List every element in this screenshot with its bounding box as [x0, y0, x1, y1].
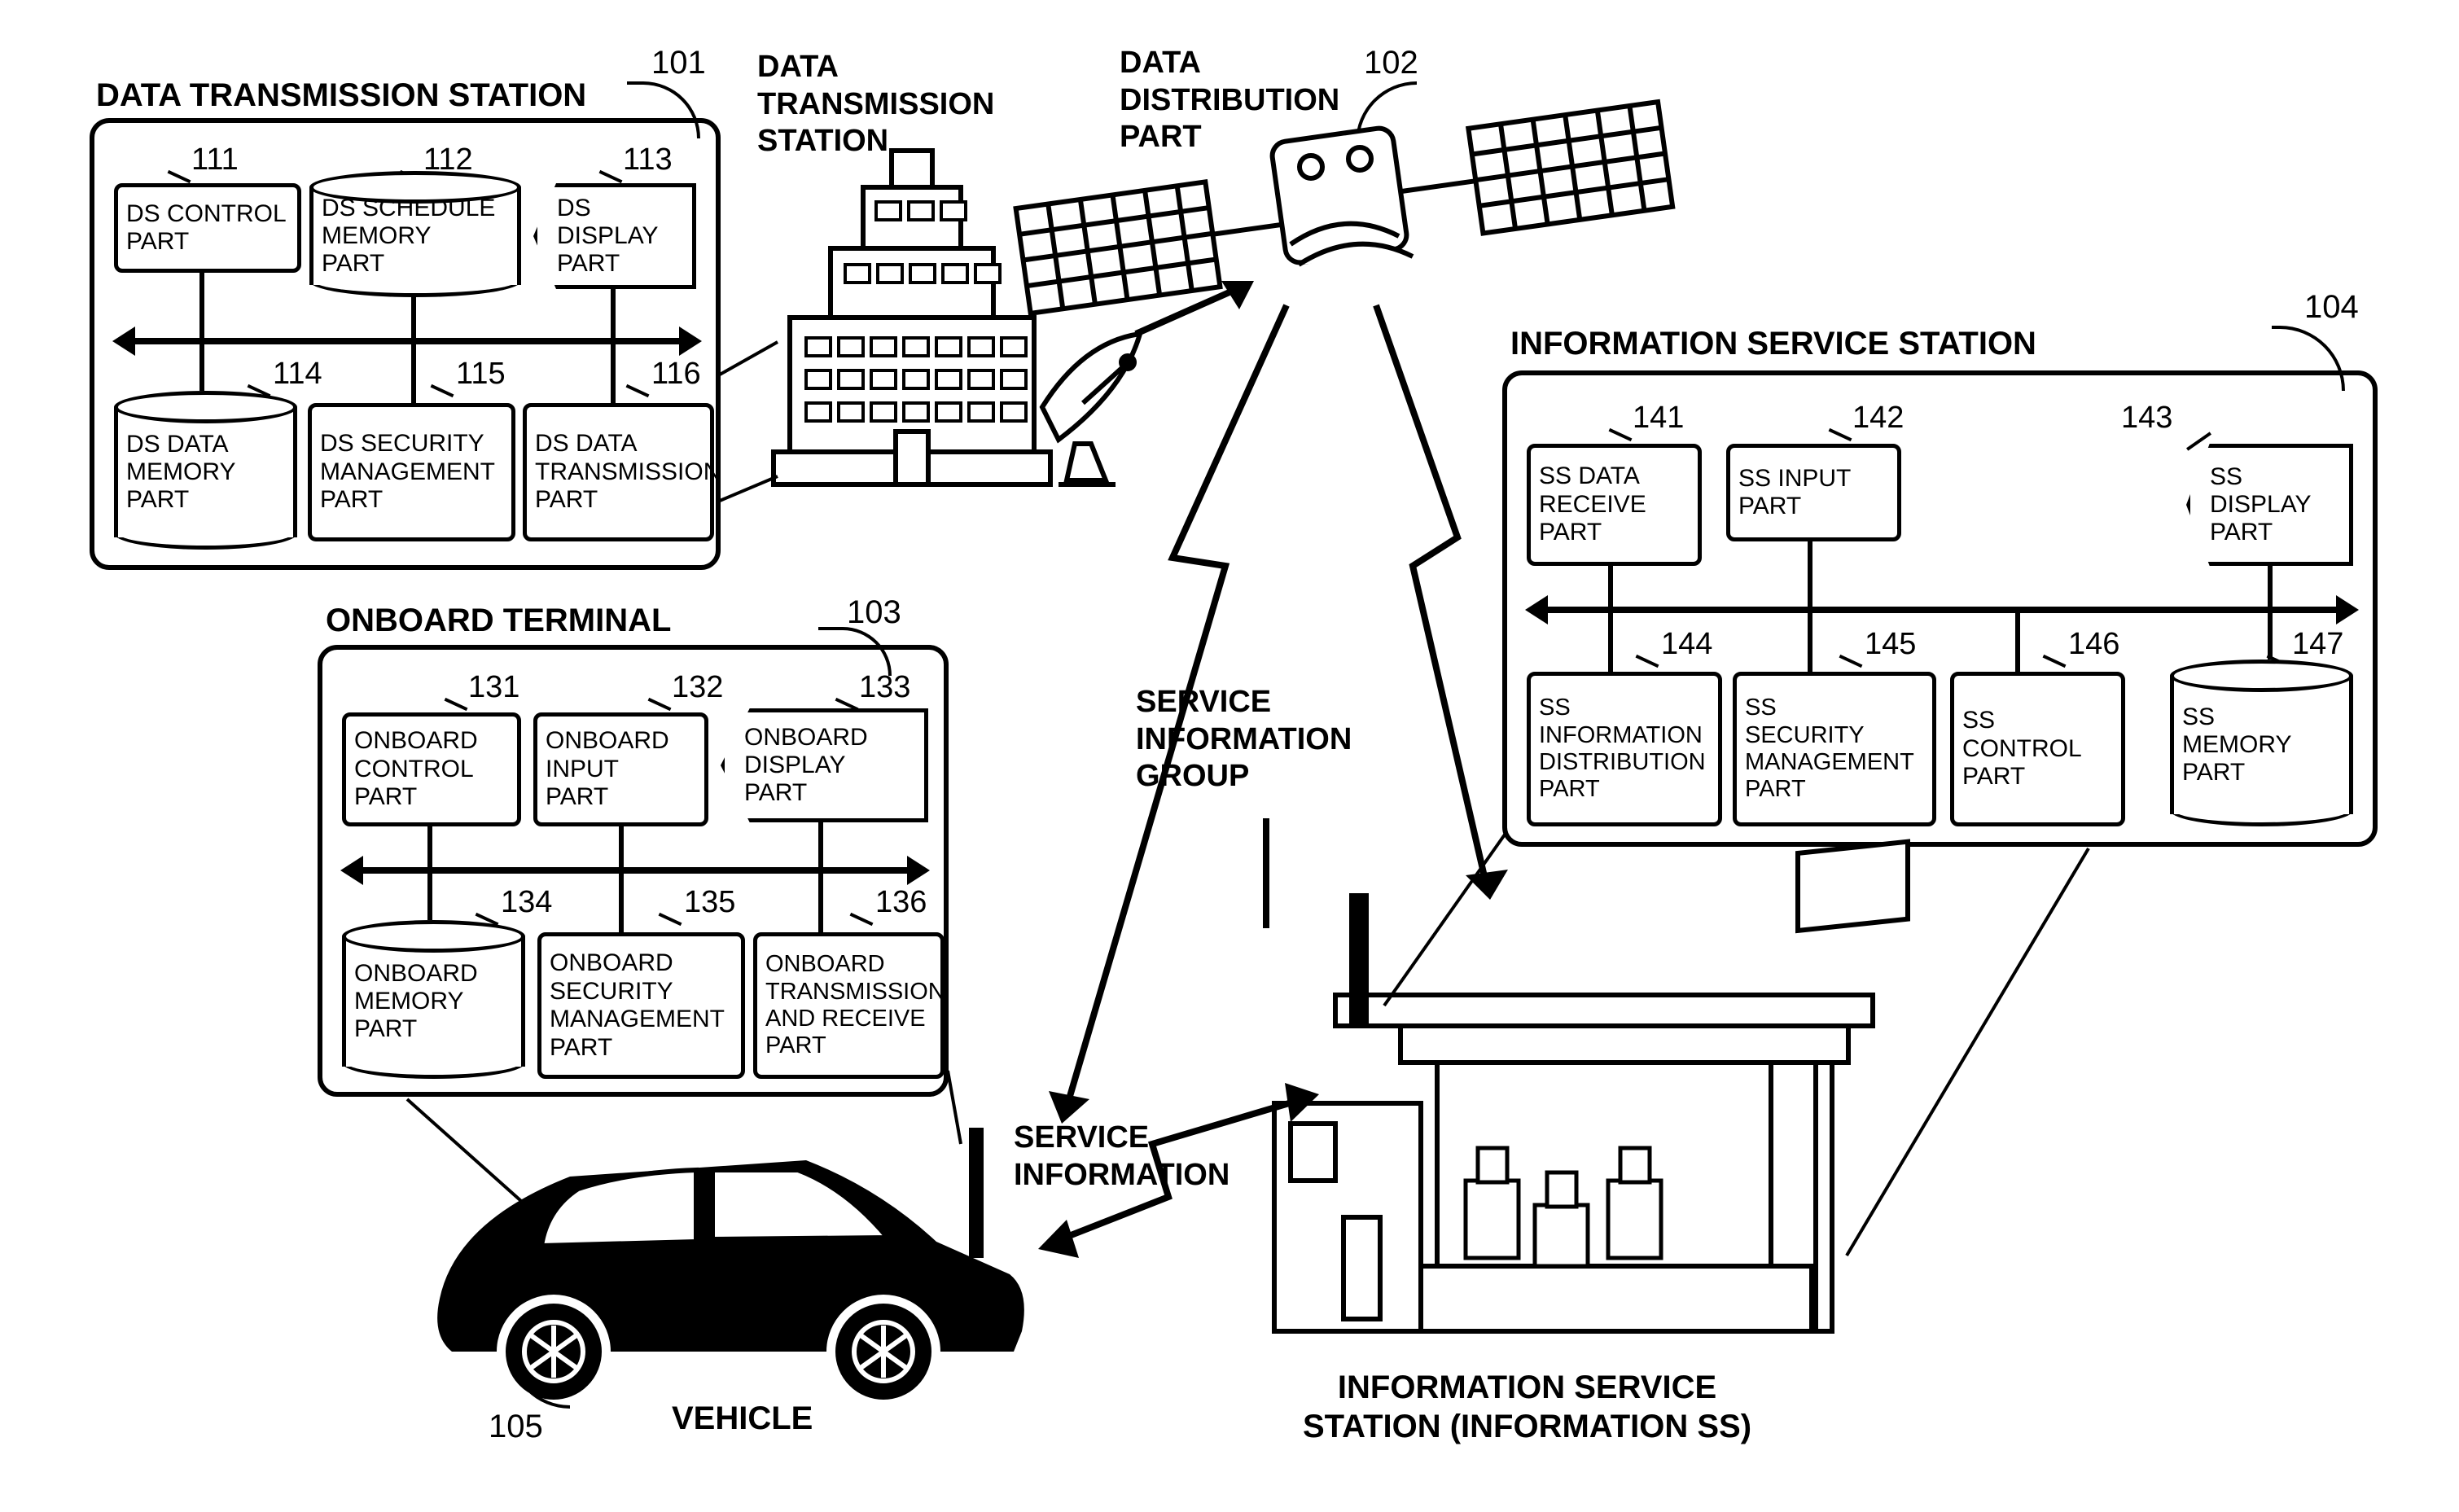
cyl-147: SS MEMORY PART [2170, 660, 2353, 826]
cyl-134-text: ONBOARD MEMORY PART [354, 960, 513, 1043]
ref-142: 142 [1852, 401, 1904, 436]
veh-ref: 105 [489, 1409, 543, 1445]
iss-ref: 104 [2304, 289, 2359, 326]
tap-136b [818, 867, 823, 932]
iss-icon-label: INFORMATION SERVICE STATION (INFORMATION… [1303, 1368, 1751, 1446]
tap-114b [199, 338, 204, 391]
ref-145: 145 [1865, 627, 1916, 662]
box-132: ONBOARD INPUT PART [533, 712, 708, 826]
tap-134b [427, 867, 432, 920]
box-146: SS CONTROL PART [1950, 672, 2125, 826]
ref-144: 144 [1661, 627, 1712, 662]
box-116: DS DATA TRANSMISSION PART [523, 403, 714, 541]
tap-143t [2268, 566, 2273, 607]
dts-icon-title: DATA TRANSMISSION STATION [757, 49, 994, 160]
veh-label: VEHICLE [672, 1400, 813, 1437]
ref-111: 111 [191, 142, 239, 177]
disp-133: ONBOARD DISPLAY PART [721, 708, 928, 822]
box-142: SS INPUT PART [1726, 444, 1901, 541]
tap-147b [2268, 607, 2273, 660]
sat-ref-lead [1356, 81, 1417, 171]
ref-136: 136 [875, 885, 927, 920]
tap-112t [411, 293, 416, 338]
ref-115: 115 [456, 357, 506, 392]
iss-ref-lead [2272, 326, 2345, 391]
obt-ref: 103 [847, 594, 901, 631]
box-115: DS SECURITY MANAGEMENT PART [308, 403, 515, 541]
tap-131t [427, 826, 432, 867]
box-136: ONBOARD TRANSMISSION AND RECEIVE PART [753, 932, 945, 1079]
cyl-112-text: DS SCHEDULE MEMORY PART [322, 195, 509, 278]
cyl-112: DS SCHEDULE MEMORY PART [309, 171, 521, 297]
tap-115b [411, 338, 416, 403]
ref-114: 114 [273, 357, 322, 392]
iss-title: INFORMATION SERVICE STATION [1510, 326, 2036, 362]
ref-113: 113 [623, 142, 673, 177]
tap-132t [619, 826, 624, 867]
box-145: SS SECURITY MANAGEMENT PART [1733, 672, 1936, 826]
tap-144b [1608, 607, 1613, 672]
si-label: SERVICE INFORMATION [1014, 1120, 1230, 1194]
dts-title: DATA TRANSMISSION STATION [96, 77, 586, 114]
tap-142t [1808, 541, 1812, 607]
box-131: ONBOARD CONTROL PART [342, 712, 521, 826]
cyl-147-text: SS MEMORY PART [2182, 703, 2341, 787]
box-111: DS CONTROL PART [114, 183, 301, 273]
sat-ref: 102 [1364, 45, 1418, 81]
tap-113t [611, 289, 616, 338]
ref-134: 134 [501, 885, 552, 920]
dts-bus [130, 338, 684, 344]
ref-146: 146 [2068, 627, 2119, 662]
veh-ref-lead [509, 1343, 570, 1409]
ref-116: 116 [651, 357, 701, 392]
dts-ref-lead [627, 81, 700, 138]
cyl-114: DS DATA MEMORY PART [114, 391, 297, 550]
tap-145b [1808, 607, 1812, 672]
disp-143: SS DISPLAY PART [2186, 444, 2353, 566]
ref-141: 141 [1633, 401, 1684, 436]
tap-111t [199, 273, 204, 338]
tap-141t [1608, 566, 1613, 607]
sig-label: SERVICE INFORMATION GROUP [1136, 684, 1352, 795]
obt-ref-lead [818, 627, 892, 676]
cyl-134: ONBOARD MEMORY PART [342, 920, 525, 1079]
box-135: ONBOARD SECURITY MANAGEMENT PART [537, 932, 745, 1079]
obt-title: ONBOARD TERMINAL [326, 603, 671, 639]
ref-147: 147 [2292, 627, 2343, 662]
sat-title: DATA DISTRIBUTION PART [1120, 45, 1339, 156]
tap-135b [619, 867, 624, 932]
ref-131: 131 [468, 670, 519, 705]
ref-133: 133 [859, 670, 910, 705]
ref-132: 132 [672, 670, 723, 705]
disp-113: DS DISPLAY PART [533, 183, 696, 289]
ref-143: 143 [2121, 401, 2172, 436]
tap-146b [2015, 607, 2020, 672]
tap-116b [611, 338, 616, 403]
iss-bus [1543, 607, 2341, 613]
box-141: SS DATA RECEIVE PART [1527, 444, 1702, 566]
dts-ref: 101 [651, 45, 706, 81]
ref-135: 135 [684, 885, 735, 920]
cyl-114-text: DS DATA MEMORY PART [126, 431, 285, 514]
tap-133t [818, 822, 823, 867]
box-144: SS INFORMATION DISTRIBUTION PART [1527, 672, 1722, 826]
obt-bus [358, 867, 912, 874]
